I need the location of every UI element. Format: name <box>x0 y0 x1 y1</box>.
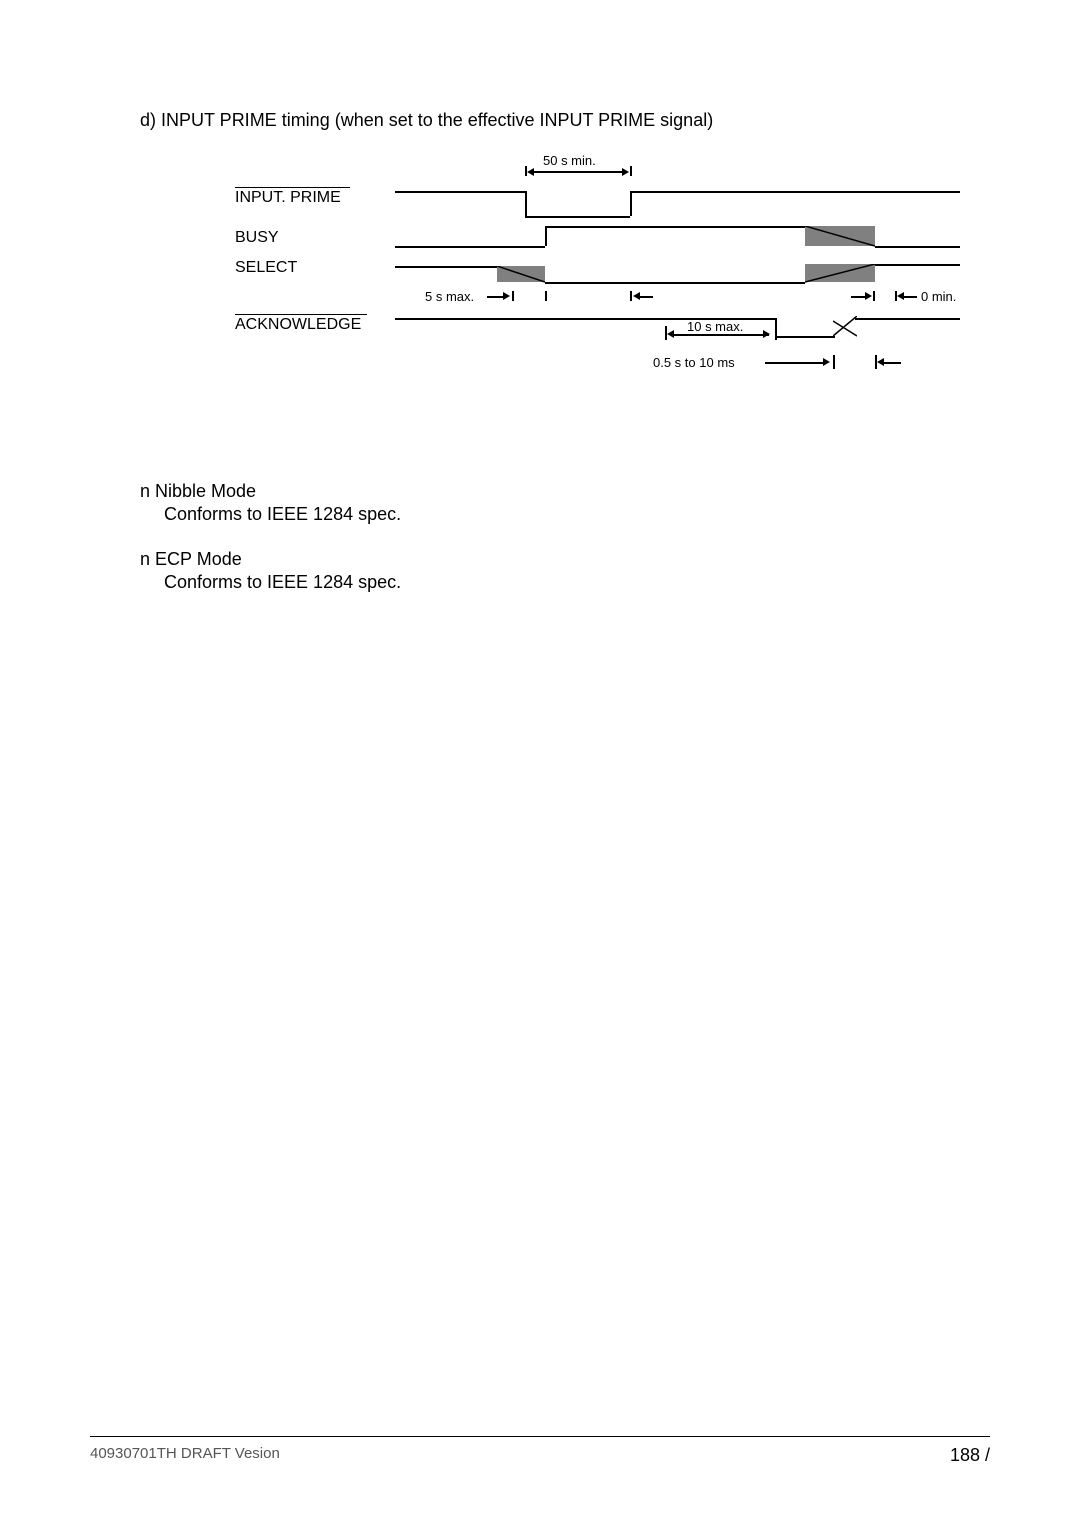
dim-label-10s: 10 s max. <box>687 319 743 334</box>
label-busy: BUSY <box>235 229 279 247</box>
wave <box>525 191 527 216</box>
wave <box>775 336 835 338</box>
overline-ack <box>235 314 367 315</box>
wave <box>395 246 545 248</box>
tick <box>873 291 875 301</box>
mode-desc: Conforms to IEEE 1284 spec. <box>164 572 990 593</box>
arrow-right-icon <box>865 292 872 300</box>
tick <box>630 166 632 176</box>
tick <box>545 291 547 301</box>
wave <box>875 264 960 266</box>
overline-input-prime <box>235 187 350 188</box>
dim-line <box>639 296 653 298</box>
wave <box>875 246 960 248</box>
page-footer: 40930701TH DRAFT Vesion 188 / <box>90 1436 990 1466</box>
arrow-right-icon <box>763 330 770 338</box>
dim-line <box>883 362 901 364</box>
wave <box>545 226 547 246</box>
tick <box>630 291 632 301</box>
dim-line <box>765 362 825 364</box>
timing-diagram: 50 s min. INPUT. PRIME BUSY SELECT <box>235 171 975 401</box>
wave <box>630 191 632 216</box>
mode-desc: Conforms to IEEE 1284 spec. <box>164 504 990 525</box>
arrow-left-icon <box>527 168 534 176</box>
wave <box>630 191 960 193</box>
dim-line <box>673 334 769 336</box>
dim-line <box>534 171 622 173</box>
section-title: d) INPUT PRIME timing (when set to the e… <box>140 110 990 131</box>
label-input-prime: INPUT. PRIME <box>235 189 341 207</box>
tick <box>512 291 514 301</box>
mode-header: n Nibble Mode <box>140 481 990 502</box>
dim-label-bottom: 0.5 s to 10 ms <box>653 355 735 370</box>
dim-label-0min: 0 min. <box>921 289 956 304</box>
dim-label-top: 50 s min. <box>543 153 596 168</box>
busy-ramp <box>805 226 875 248</box>
modes-list: n Nibble Mode Conforms to IEEE 1284 spec… <box>140 481 990 593</box>
wave <box>395 266 497 268</box>
footer-left: 40930701TH DRAFT Vesion <box>90 1445 280 1466</box>
mode-header: n ECP Mode <box>140 549 990 570</box>
dim-line <box>903 296 917 298</box>
tick <box>833 355 835 369</box>
wave <box>395 191 525 193</box>
select-ramp-up <box>805 264 875 284</box>
wave <box>545 226 805 228</box>
mode-ecp: n ECP Mode Conforms to IEEE 1284 spec. <box>140 549 990 593</box>
footer-page-number: 188 / <box>950 1445 990 1466</box>
arrow-right-icon <box>622 168 629 176</box>
tick <box>775 326 777 340</box>
wave <box>855 318 960 320</box>
wave <box>545 282 805 284</box>
select-ramp-down <box>497 266 545 284</box>
mode-nibble: n Nibble Mode Conforms to IEEE 1284 spec… <box>140 481 990 525</box>
wave <box>525 216 630 218</box>
arrow-right-icon <box>503 292 510 300</box>
ack-ramp <box>833 316 857 338</box>
label-ack: ACKNOWLEDGE <box>235 316 361 334</box>
label-select: SELECT <box>235 259 297 277</box>
arrow-right-icon <box>823 358 830 366</box>
dim-label-5s: 5 s max. <box>425 289 474 304</box>
